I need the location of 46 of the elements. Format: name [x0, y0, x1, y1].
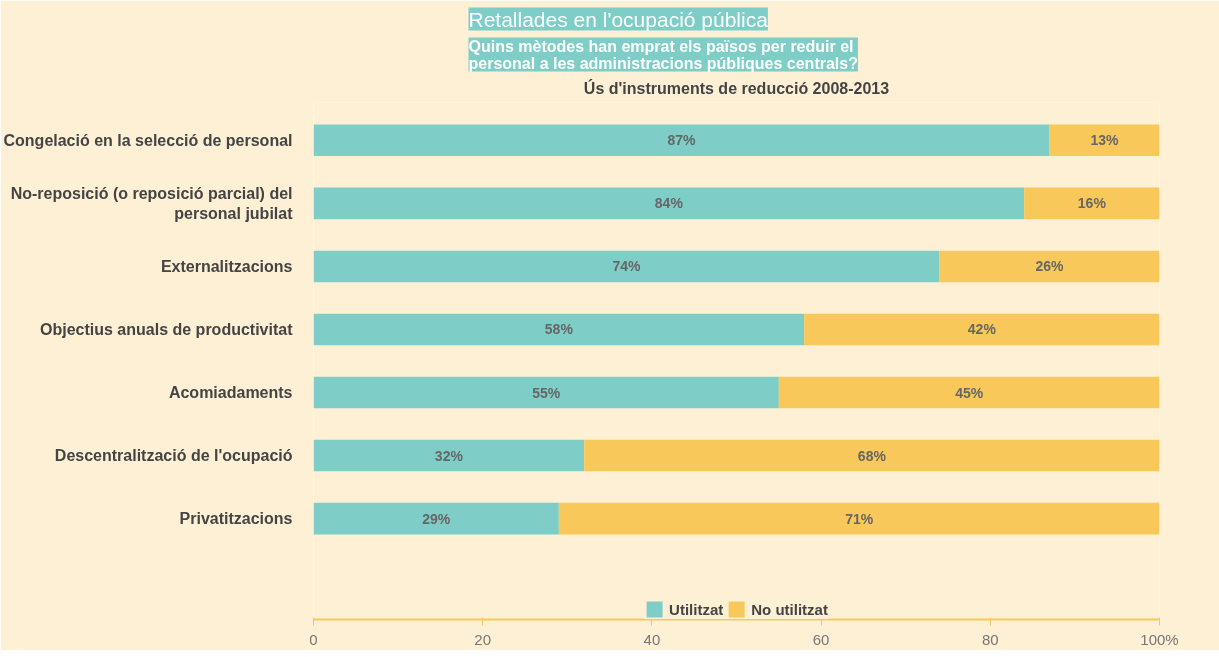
- data-label: 26%: [1035, 258, 1065, 275]
- data-label: 74%: [612, 258, 642, 275]
- y-tick-label: Congelació en la selecció de personal: [3, 131, 293, 149]
- x-tick-label: 0: [309, 630, 318, 648]
- chart-title: Retallades en l'ocupació pública: [468, 7, 769, 31]
- bar: [313, 187, 1025, 220]
- data-label: 32%: [434, 447, 464, 464]
- bar: [313, 124, 1050, 157]
- x-tick-label: 100%: [1140, 630, 1179, 648]
- text: Ús d'instruments de reducció 2008-2013: [583, 78, 890, 97]
- data-label: 13%: [1090, 132, 1120, 149]
- y-tick-label: Privatitzacions: [179, 510, 293, 528]
- bar: [1024, 187, 1160, 220]
- bar: [313, 439, 585, 472]
- data-label: 84%: [654, 195, 684, 212]
- data-label: 58%: [544, 321, 574, 338]
- bar: [313, 313, 805, 346]
- y-tick-label: No-reposició (o reposició parcial) del personal jubilat: [10, 184, 294, 223]
- y-tick-label: Objectius anuals de productivitat: [40, 320, 294, 338]
- x-tick-label: 20: [474, 630, 492, 648]
- bar: [804, 313, 1160, 346]
- legend-label: Utilitzat: [669, 600, 724, 618]
- bar: [313, 376, 779, 409]
- x-tick-label: 60: [812, 630, 830, 648]
- data-label: 71%: [845, 510, 874, 527]
- chart-subtitle: Quins mètodes han emprat els països per reduir el personal a les administracions públiques centrals?: [468, 37, 858, 72]
- bar: [313, 250, 940, 283]
- data-label: 42%: [967, 321, 997, 338]
- legend-label: No utilitzat: [751, 600, 828, 618]
- y-tick-label: Acomiadaments: [168, 384, 293, 402]
- x-tick-label: 80: [981, 630, 999, 648]
- data-label: 45%: [955, 384, 984, 401]
- bar: [313, 502, 559, 535]
- data-label: 55%: [532, 384, 561, 401]
- data-label: 29%: [422, 510, 451, 527]
- bar: [584, 439, 1160, 472]
- data-label: 16%: [1077, 195, 1107, 212]
- x-tick-label: 40: [643, 630, 661, 648]
- bar: [1049, 124, 1160, 157]
- bar: [939, 250, 1160, 283]
- bar: [558, 502, 1160, 535]
- data-label: 68%: [857, 447, 887, 464]
- bar: [778, 376, 1160, 409]
- y-tick-label: Descentralització de l'ocupació: [54, 447, 293, 465]
- y-tick-label: Externalitzacions: [160, 257, 293, 275]
- data-label: 87%: [667, 132, 697, 149]
